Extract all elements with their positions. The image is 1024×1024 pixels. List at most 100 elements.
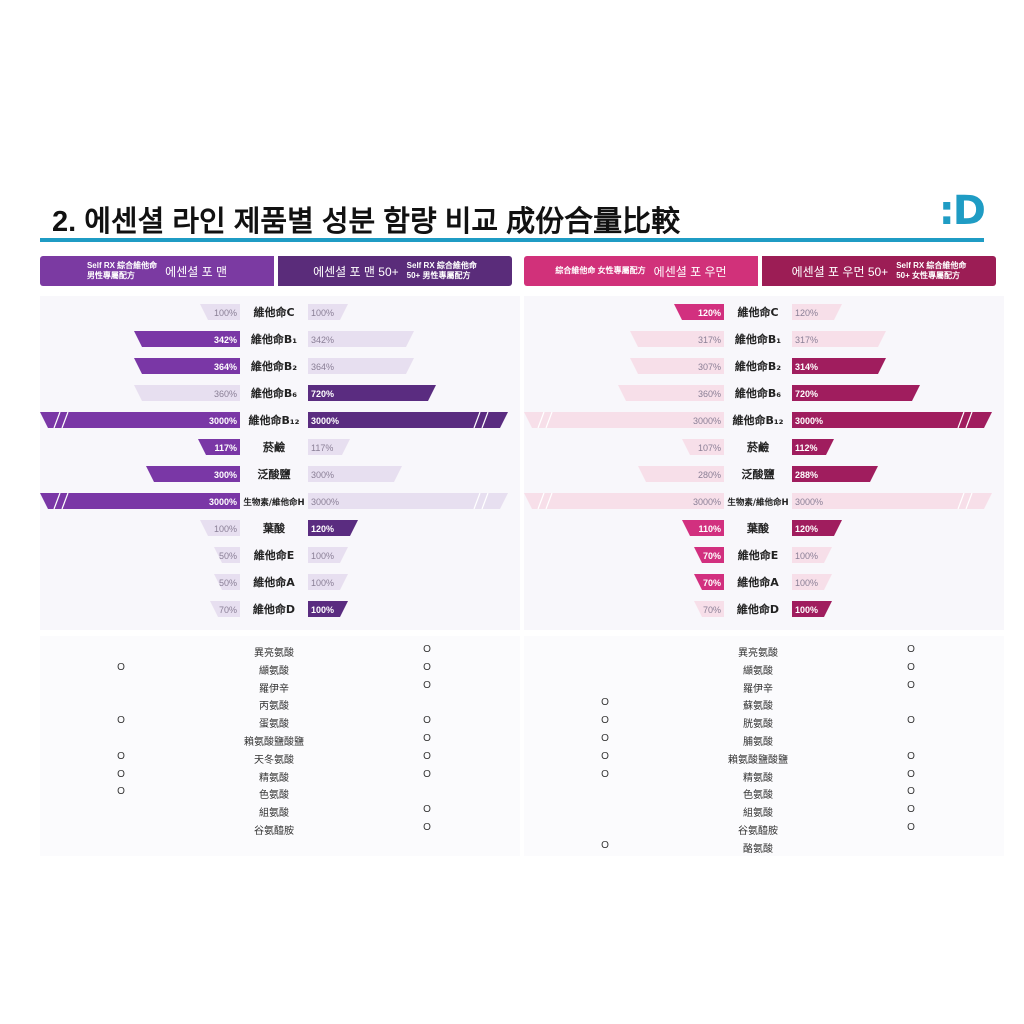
women-amino-name: 精氨酸 bbox=[743, 772, 773, 784]
women-right-bar bbox=[792, 466, 878, 482]
men-left-bar-label: 342% bbox=[214, 335, 237, 345]
women-amino-name: 羅伊辛 bbox=[743, 683, 773, 695]
men-right-subtitle: Self RX 綜合維他命 50+ 男性專屬配方 bbox=[407, 261, 477, 281]
women-left-bar-label: 317% bbox=[698, 335, 721, 345]
women-right-bar bbox=[792, 574, 832, 590]
men-right-break-mark bbox=[473, 492, 481, 510]
men-right-bar-label: 3000% bbox=[311, 497, 339, 507]
men-left-sub-bottom: 男性專屬配方 bbox=[86, 271, 135, 280]
men-amino-right-mark: O bbox=[423, 750, 431, 762]
women-amino-right-mark: O bbox=[907, 661, 915, 673]
men-left-bar-label: 50% bbox=[219, 578, 237, 588]
women-amino-left-mark: O bbox=[601, 750, 609, 762]
women-right-bar bbox=[792, 520, 842, 536]
women-left-bar-label: 3000% bbox=[693, 497, 721, 507]
men-amino-right-mark: O bbox=[423, 715, 431, 727]
men-amino-row: O 天冬氨酸 O bbox=[40, 749, 520, 767]
men-right-bar bbox=[308, 601, 348, 617]
men-left-bar bbox=[214, 547, 240, 563]
women-amino-right-mark: O bbox=[907, 644, 915, 655]
women-category-label: 維他命D bbox=[737, 602, 779, 616]
women-left-bar-label: 307% bbox=[698, 362, 721, 372]
women-left-bar-label: 70% bbox=[703, 551, 721, 561]
women-left-bar-label: 70% bbox=[703, 605, 721, 615]
men-left-header: Self RX 綜合維他命 男性專屬配方 에센셜 포 맨 bbox=[40, 256, 274, 286]
women-amino-left-mark: O bbox=[601, 715, 609, 727]
men-amino-name: 色氨酸 bbox=[259, 790, 289, 802]
women-amino-name: 脯氨酸 bbox=[743, 737, 773, 748]
women-left-bar-label: 70% bbox=[703, 578, 721, 588]
men-amino-name: 蛋氨酸 bbox=[259, 719, 289, 731]
women-category-label: 葉酸 bbox=[746, 521, 770, 535]
men-amino-name: 精氨酸 bbox=[259, 772, 289, 784]
women-left-break-mark bbox=[545, 492, 553, 510]
women-header-row: 綜合維他命 女性專屬配方 에센셜 포 우먼 에센셜 포 우먼 50+ Self … bbox=[524, 256, 1004, 290]
men-right-bar-label: 364% bbox=[311, 362, 334, 372]
women-right-bar bbox=[792, 412, 992, 428]
women-right-sub-top: Self RX 綜合維他命 bbox=[896, 261, 967, 270]
women-amino-name: 胱氨酸 bbox=[743, 719, 773, 731]
men-left-bar-label: 117% bbox=[214, 443, 237, 453]
men-category-label: 泛酸鹽 bbox=[258, 467, 291, 481]
women-amino-left-mark: O bbox=[601, 733, 609, 744]
women-right-break-mark bbox=[965, 492, 973, 510]
women-amino-row: 組氨酸 O bbox=[524, 802, 1004, 820]
men-left-bar bbox=[200, 304, 240, 320]
women-left-bar-label: 280% bbox=[698, 470, 721, 480]
women-left-bar bbox=[674, 304, 724, 320]
women-right-header: 에센셜 포 우먼 50+ Self RX 綜合維他命 50+ 女性專屬配方 bbox=[762, 256, 996, 286]
women-left-bar-label: 120% bbox=[698, 308, 721, 318]
women-category-label: 維他命B₁₂ bbox=[732, 413, 783, 427]
men-left-break-mark bbox=[61, 492, 69, 510]
women-amino-name: 蘇氨酸 bbox=[743, 701, 773, 713]
women-category-label: 維他命C bbox=[737, 305, 778, 319]
men-right-title: 에센셜 포 맨 50+ bbox=[313, 264, 399, 279]
women-right-bar-label: 720% bbox=[795, 389, 818, 399]
men-amino-right-mark: O bbox=[423, 768, 431, 780]
men-left-bar-label: 100% bbox=[214, 308, 237, 318]
men-amino-row: O 精氨酸 O bbox=[40, 767, 520, 785]
men-left-subtitle: Self RX 綜合維他命 男性專屬配方 bbox=[87, 261, 157, 281]
men-left-bar bbox=[134, 385, 240, 401]
women-category-label: 維他命B₆ bbox=[735, 386, 781, 400]
men-amino-left-mark: O bbox=[117, 768, 125, 780]
men-amino-name: 谷氨醯胺 bbox=[254, 826, 294, 837]
women-right-bar-label: 120% bbox=[795, 308, 818, 318]
men-category-label: 維他命E bbox=[254, 548, 295, 562]
women-amino-right-mark: O bbox=[907, 715, 915, 727]
men-left-bar bbox=[214, 574, 240, 590]
men-amino-name: 組氨酸 bbox=[259, 808, 289, 820]
men-right-sub-top: Self RX 綜合維他命 bbox=[406, 261, 477, 270]
women-right-bar bbox=[792, 331, 886, 347]
women-right-bar-label: 3000% bbox=[795, 416, 823, 426]
women-right-bar-label: 314% bbox=[795, 362, 818, 372]
men-right-bar-label: 3000% bbox=[311, 416, 339, 426]
women-right-bar-label: 100% bbox=[795, 578, 818, 588]
men-right-bar bbox=[308, 439, 350, 455]
men-category-label: 生物素/維他命H bbox=[243, 497, 304, 508]
women-chart-background bbox=[524, 296, 1004, 630]
women-right-break-mark bbox=[957, 492, 965, 510]
men-left-bar bbox=[134, 331, 240, 347]
men-right-bar bbox=[308, 466, 402, 482]
men-right-bar bbox=[308, 331, 414, 347]
men-category-label: 維他命A bbox=[253, 575, 295, 589]
men-category-label: 維他命B₆ bbox=[251, 386, 297, 400]
men-left-bar bbox=[210, 601, 240, 617]
men-amino-row: 丙氨酸 bbox=[40, 695, 520, 713]
men-header-row: Self RX 綜合維他命 男性專屬配方 에센셜 포 맨 에센셜 포 맨 50+… bbox=[40, 256, 520, 290]
men-right-bar-label: 100% bbox=[311, 551, 334, 561]
women-right-break-mark bbox=[957, 411, 965, 429]
men-right-bar-label: 117% bbox=[311, 443, 333, 453]
women-amino-name: 組氨酸 bbox=[743, 808, 773, 820]
men-amino-row: O 蛋氨酸 O bbox=[40, 713, 520, 731]
women-left-bar bbox=[524, 493, 724, 509]
women-amino-right-mark: O bbox=[907, 750, 915, 762]
women-right-title: 에센셜 포 우먼 50+ bbox=[791, 264, 889, 279]
men-right-bar bbox=[308, 520, 358, 536]
women-left-bar-label: 107% bbox=[698, 443, 721, 453]
men-amino-name: 羅伊辛 bbox=[259, 683, 289, 695]
women-category-label: 維他命E bbox=[738, 548, 779, 562]
men-left-bar-label: 360% bbox=[214, 389, 237, 399]
men-chart-background bbox=[40, 296, 520, 630]
